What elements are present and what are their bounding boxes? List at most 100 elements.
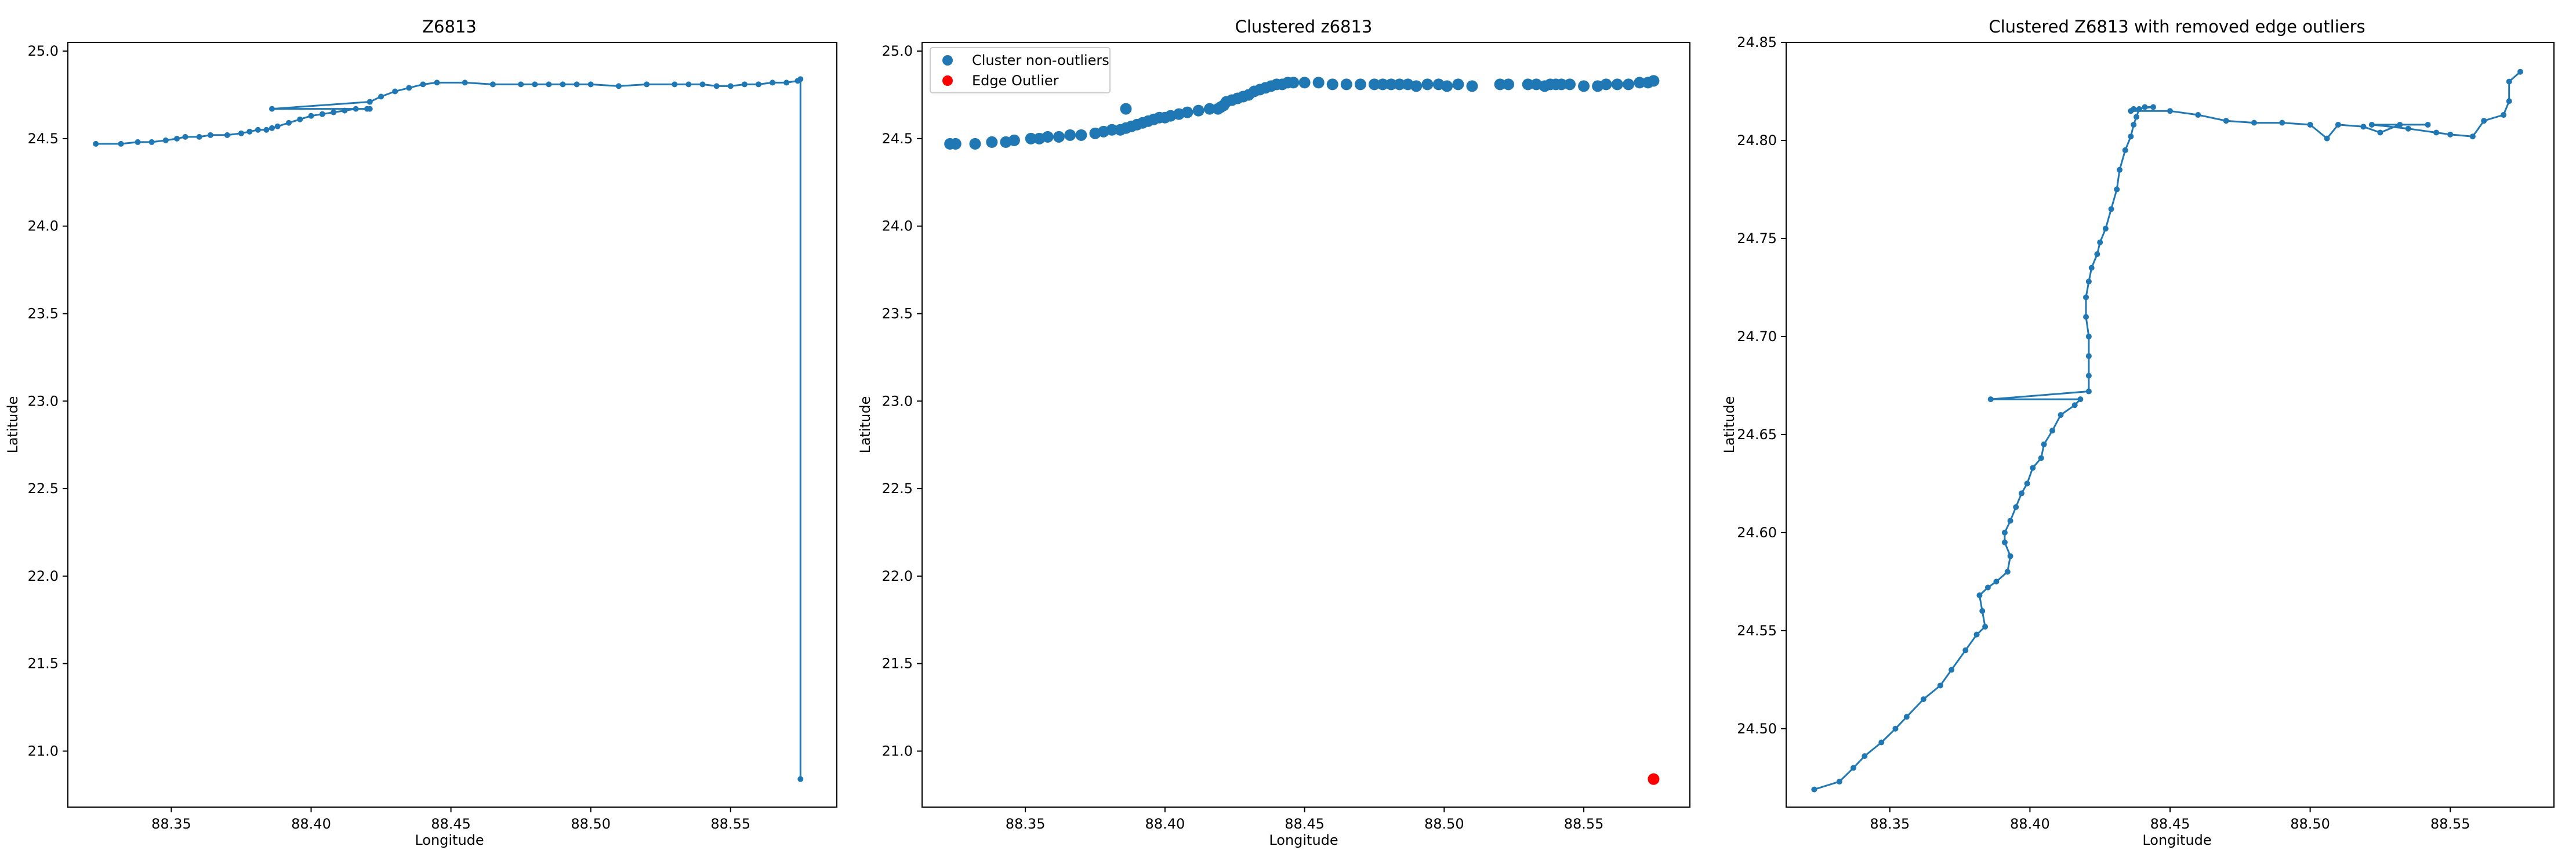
data-point [1920, 696, 1926, 703]
data-point [118, 140, 124, 147]
data-point [182, 133, 188, 140]
cluster-point [1042, 131, 1054, 143]
y-tick-label: 24.60 [1737, 525, 1777, 541]
data-point [367, 106, 373, 112]
data-point [2004, 569, 2011, 575]
cluster-point [1025, 132, 1037, 144]
x-tick-label: 88.50 [1424, 816, 1464, 832]
data-point [672, 81, 678, 88]
y-tick-label: 21.5 [882, 656, 913, 672]
cluster-point [1555, 78, 1568, 91]
cluster-point [1441, 80, 1453, 92]
cluster-point [949, 138, 962, 150]
cluster-point [969, 138, 981, 150]
cluster-point [1578, 80, 1590, 92]
data-point [2030, 465, 2036, 471]
data-point [2083, 314, 2089, 320]
data-point [263, 126, 270, 133]
cluster-point [1394, 78, 1406, 91]
cluster-point [1203, 103, 1216, 115]
outlier-point [1648, 773, 1660, 785]
data-point [2469, 133, 2476, 140]
data-point [644, 81, 650, 88]
cluster-point [1563, 78, 1576, 91]
x-tick-label: 88.45 [2150, 816, 2190, 832]
panel-1-title: Z6813 [422, 17, 477, 37]
data-point [2167, 108, 2173, 114]
cluster-point [1181, 106, 1193, 118]
cluster-point [1410, 80, 1423, 92]
data-point [135, 139, 141, 145]
data-point [2001, 539, 2008, 545]
data-point [2307, 121, 2313, 128]
data-point [2094, 251, 2100, 257]
y-tick-label: 25.0 [28, 43, 59, 59]
data-point [2097, 239, 2103, 245]
data-point [727, 83, 734, 89]
data-point [560, 81, 566, 88]
data-point [1949, 667, 1955, 673]
data-point [1862, 753, 1868, 760]
data-point [1811, 786, 1817, 793]
cluster-point [1106, 124, 1118, 136]
y-tick-label: 24.0 [882, 218, 913, 234]
panel-1: Z6813 88.35 88.40 88.45 88.50 88.55 21.0 21.5 2… [5, 17, 837, 848]
data-point [615, 83, 622, 89]
data-point [331, 109, 337, 115]
data-point [1979, 608, 1986, 614]
data-point [2517, 68, 2524, 75]
panel-2-plot: 88.35 88.40 88.45 88.50 88.55 21.0 21.5 22.0 22.… [882, 42, 1690, 832]
data-point [434, 79, 440, 86]
y-tick-label: 24.70 [1737, 328, 1777, 345]
data-point [246, 128, 253, 135]
data-point [2007, 553, 2013, 559]
data-point [392, 88, 398, 95]
data-point [353, 106, 359, 112]
cluster-point [1340, 78, 1352, 91]
data-point [713, 83, 720, 89]
data-point [342, 107, 348, 114]
data-point [2024, 480, 2030, 487]
panel-2-ylabel: Latitude [857, 396, 873, 454]
data-point [2360, 124, 2367, 130]
data-point [2108, 206, 2114, 212]
panel-3-ylabel: Latitude [1721, 396, 1737, 454]
data-point [269, 106, 275, 112]
data-point [699, 81, 706, 88]
data-point [1984, 584, 1991, 591]
data-point [2501, 112, 2507, 118]
cluster-point [1648, 75, 1660, 87]
data-point [1976, 592, 1983, 599]
cluster-point [1421, 78, 1434, 91]
data-point [2102, 226, 2109, 232]
panel-3-title: Clustered Z6813 with removed edge outlie… [1989, 17, 2365, 37]
cluster-point [1466, 80, 1478, 92]
cluster-point [1287, 77, 1300, 89]
x-tick-label: 88.35 [1006, 816, 1046, 832]
x-tick-label: 88.35 [151, 816, 191, 832]
y-tick-label: 23.0 [28, 393, 59, 409]
data-point [518, 81, 524, 88]
cluster-point [1385, 78, 1397, 91]
x-tick-label: 88.55 [1564, 816, 1604, 832]
data-point [207, 132, 213, 138]
data-point [2071, 402, 2078, 408]
y-tick-label: 24.85 [1737, 34, 1777, 50]
axes-frame [1786, 42, 2555, 808]
data-point [2085, 373, 2092, 379]
data-point [574, 81, 580, 88]
y-tick-label: 25.0 [882, 43, 913, 59]
data-point [546, 81, 552, 88]
data-point [1937, 682, 1943, 689]
panel-3: Clustered Z6813 with removed edge outlie… [1721, 17, 2555, 848]
x-tick-label: 88.35 [1870, 816, 1910, 832]
data-point [93, 140, 99, 147]
data-point [2117, 167, 2123, 173]
data-point [755, 81, 761, 88]
data-point [2088, 265, 2095, 271]
cluster-point [1611, 78, 1623, 91]
data-point [2085, 333, 2092, 339]
data-point [2136, 106, 2142, 112]
data-point [2001, 529, 2008, 536]
data-point [1878, 739, 1885, 746]
